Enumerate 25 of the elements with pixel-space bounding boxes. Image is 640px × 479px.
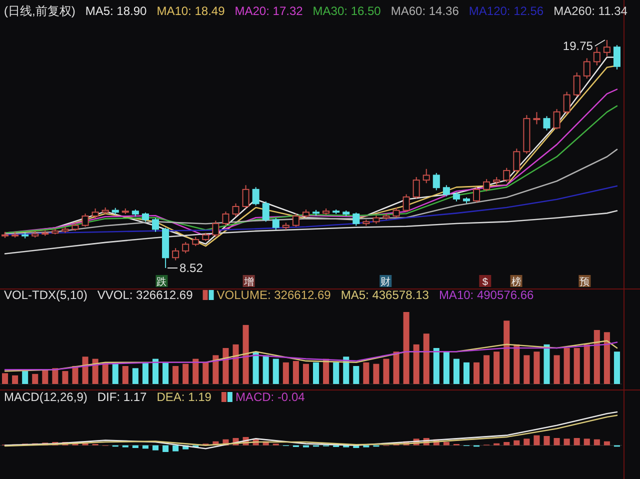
text: DIF: 1.17 [97, 390, 148, 404]
text: MA260: 11.34 [554, 4, 628, 18]
text: MA5: 18.90 [85, 4, 148, 18]
text: 跌 [156, 276, 167, 288]
chart-title: MACD(12,26,9) [4, 390, 88, 404]
legend-label: MACD: -0.04 [235, 390, 306, 404]
annotation: 8.52 [180, 261, 204, 275]
text: MA5: 436578.13 [340, 288, 430, 302]
text: MA120: 12.56 [468, 4, 544, 18]
text: MA60: 14.36 [390, 4, 460, 18]
annotation: 19.75 [562, 39, 594, 53]
text: MA10: 18.49 [156, 4, 226, 18]
text: $ [482, 277, 488, 288]
text: DEA: 1.19 [156, 390, 212, 404]
text: 财 [380, 276, 391, 288]
text: 预 [580, 277, 590, 288]
text: MA30: 16.50 [312, 4, 382, 18]
chart-title: (日线,前复权) [4, 4, 76, 18]
chart-subtitle: VVOL: 326612.69 [97, 288, 194, 302]
text: 增 [242, 276, 254, 288]
chart-title: VOL-TDX(5,10) [4, 288, 88, 302]
text: MA10: 490576.66 [438, 288, 534, 302]
text: 榜 [511, 276, 522, 288]
legend-label: VOLUME: 326612.69 [216, 288, 332, 302]
text: MA20: 17.32 [234, 4, 304, 18]
